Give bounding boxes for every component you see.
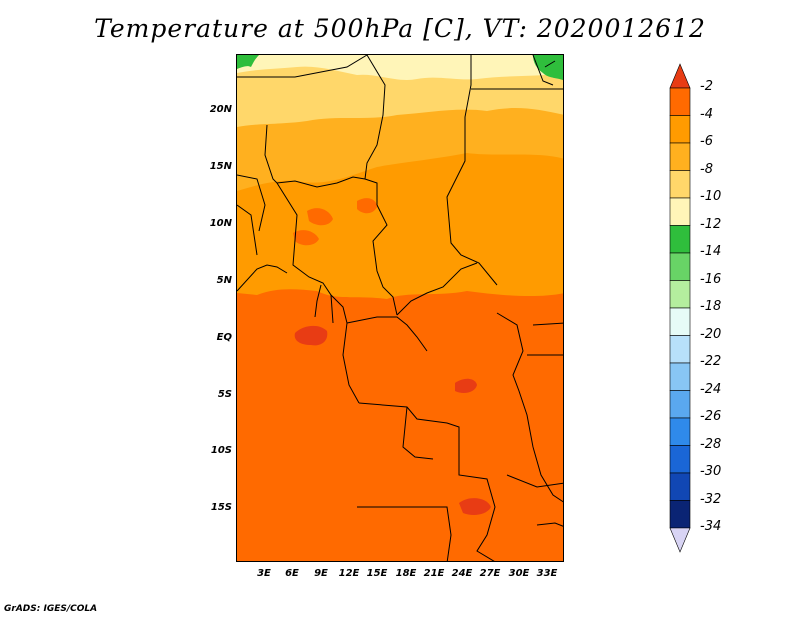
shade-orange-blob-3 (357, 198, 377, 214)
lat-label-20n: 20N (209, 104, 232, 115)
shade-orange-blob (307, 208, 333, 226)
colorbar-label: -22 (700, 354, 722, 369)
lon-label-18e: 18E (395, 568, 417, 579)
lon-label-12e: 12E (338, 568, 360, 579)
colorbar-top-arrow (669, 63, 691, 89)
map-panel (236, 54, 564, 562)
colorbar-cell (669, 417, 691, 446)
colorbar-cell (669, 87, 691, 116)
lon-label-9e: 9E (314, 568, 328, 579)
lon-label-6e: 6E (285, 568, 299, 579)
colorbar-cell (669, 170, 691, 199)
lat-label-10s: 10S (210, 445, 232, 456)
colorbar-cell (669, 335, 691, 364)
colorbar-cell (669, 472, 691, 501)
shade-band-minus12 (237, 55, 563, 80)
colorbar-label: -6 (700, 134, 713, 149)
colorbar-cell (669, 362, 691, 391)
colorbar-bottom-arrow (669, 527, 691, 553)
lon-label-15e: 15E (366, 568, 388, 579)
colorbar-label: -4 (700, 106, 713, 122)
colorbar-label: -8 (700, 161, 713, 177)
temperature-map (237, 55, 563, 561)
colorbar-label: -18 (700, 299, 722, 314)
lon-label-27e: 27E (479, 568, 501, 579)
colorbar-label: -30 (700, 464, 722, 479)
colorbar-cell (669, 390, 691, 419)
colorbar-label: -28 (700, 436, 722, 452)
lat-label-eq: EQ (216, 332, 232, 343)
colorbar-label: -26 (700, 409, 722, 424)
credit-text: GrADS: IGES/COLA (4, 604, 98, 614)
lat-label-15n: 15N (209, 161, 232, 172)
lat-label-5n: 5N (216, 275, 232, 286)
colorbar-cell (669, 197, 691, 226)
colorbar-cell (669, 500, 691, 529)
colorbar-label: -12 (700, 216, 722, 232)
colorbar-label: -14 (700, 244, 722, 259)
country-borders (237, 55, 563, 561)
colorbar-cell (669, 252, 691, 281)
colorbar-cell (669, 115, 691, 144)
lon-label-21e: 21E (423, 568, 445, 579)
lat-label-10n: 10N (209, 218, 232, 229)
chart-title: Temperature at 500hPa [C], VT: 202001261… (94, 14, 706, 43)
colorbar-cell (669, 280, 691, 309)
colorbar-cell (669, 307, 691, 336)
colorbar-label: -16 (700, 271, 722, 287)
shade-red-patch-3 (459, 498, 491, 515)
shade-red-patch (294, 325, 328, 346)
colorbar-label: -20 (700, 326, 722, 342)
colorbar-label: -2 (700, 79, 713, 94)
colorbar-label: -24 (700, 381, 722, 397)
lon-label-24e: 24E (451, 568, 473, 579)
colorbar-cell (669, 445, 691, 474)
lon-label-33e: 33E (536, 568, 558, 579)
shade-green-patch-east (533, 55, 563, 81)
colorbar-cell (669, 142, 691, 171)
lon-label-3e: 3E (257, 568, 271, 579)
lat-label-5s: 5S (217, 389, 232, 400)
shade-orange-blob-2 (293, 230, 319, 246)
colorbar-label: -34 (700, 519, 722, 534)
colorbar-cell (669, 225, 691, 254)
shade-red-patch-2 (455, 378, 477, 393)
lat-label-15s: 15S (210, 502, 232, 513)
colorbar-label: -10 (700, 189, 722, 204)
lon-label-30e: 30E (508, 568, 530, 579)
shade-green-patch-west (237, 55, 259, 69)
colorbar-label: -32 (700, 491, 722, 507)
